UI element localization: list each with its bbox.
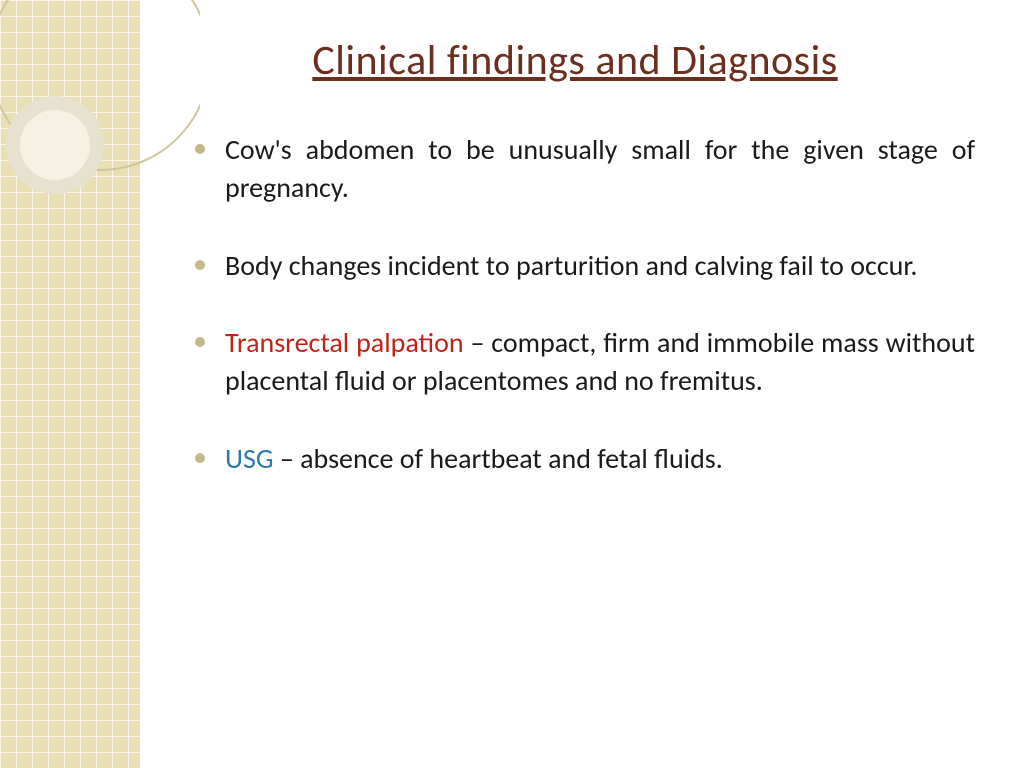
slide-title: Clinical findings and Diagnosis <box>175 35 975 86</box>
slide-content: Clinical findings and Diagnosis Cow's ab… <box>175 35 975 518</box>
text-segment: Transrectal palpation <box>225 325 464 360</box>
sidebar-pattern <box>0 0 140 768</box>
list-item: Transrectal palpation – compact, firm an… <box>195 324 975 400</box>
text-segment: Body changes incident to parturition and… <box>225 248 917 283</box>
list-item: Cow's abdomen to be unusually small for … <box>195 131 975 207</box>
text-segment: – absence of heartbeat and fetal fluids. <box>274 441 723 476</box>
list-item: USG – absence of heartbeat and fetal flu… <box>195 440 975 478</box>
list-item: Body changes incident to parturition and… <box>195 247 975 285</box>
bullet-list: Cow's abdomen to be unusually small for … <box>175 131 975 478</box>
text-segment: Cow's abdomen to be unusually small for … <box>225 132 975 205</box>
text-segment: USG <box>225 441 274 476</box>
